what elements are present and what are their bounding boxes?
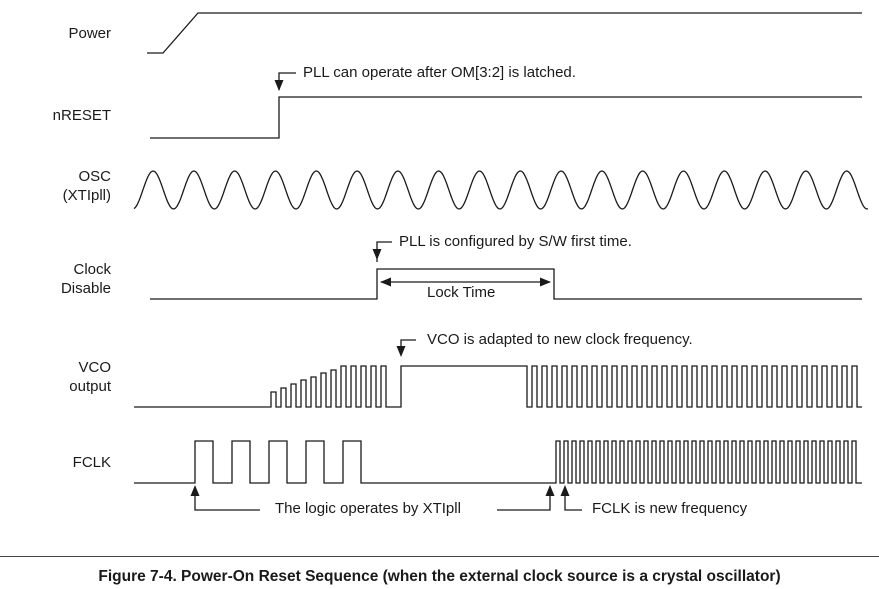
- label-vco-output: VCO output: [69, 358, 111, 396]
- label-vco-line2: output: [69, 378, 111, 395]
- pll-configured-arrow: [372, 249, 382, 260]
- power-waveform: [147, 12, 862, 54]
- lock-time-arrow-right: [540, 277, 551, 287]
- pll-latched-arrow: [274, 80, 284, 91]
- lock-time-arrow-left: [380, 277, 391, 287]
- fclk-new-arrow: [560, 485, 570, 496]
- label-vco-line1: VCO: [78, 359, 111, 376]
- label-power: Power: [68, 25, 111, 42]
- logic-xtipll-leader-right: [497, 492, 551, 511]
- vco-adapted-arrow: [396, 346, 406, 357]
- label-nreset: nRESET: [52, 107, 111, 124]
- caption-divider: [0, 556, 879, 557]
- fclk-new-leader: [564, 492, 582, 511]
- note-fclk-new: FCLK is new frequency: [592, 500, 748, 517]
- clock-disable-waveform: [150, 268, 862, 300]
- label-clock-disable: Clock Disable: [61, 260, 111, 298]
- note-lock-time: Lock Time: [427, 284, 496, 301]
- note-vco-adapted: VCO is adapted to new clock frequency.: [427, 331, 693, 348]
- label-osc-line1: OSC: [78, 168, 111, 185]
- note-pll-latched: PLL can operate after OM[3:2] is latched…: [303, 64, 576, 81]
- nreset-waveform: [150, 96, 862, 139]
- label-osc: OSC (XTIpll): [63, 167, 111, 205]
- timing-diagram: [133, 12, 869, 511]
- logic-xtipll-arrow-right: [545, 485, 555, 496]
- osc-waveform: [133, 170, 869, 210]
- label-clock-disable-line1: Clock: [73, 261, 111, 278]
- logic-xtipll-arrow-left: [190, 485, 200, 496]
- logic-xtipll-leader-left: [194, 492, 260, 511]
- label-osc-line2: (XTIpll): [62, 187, 111, 204]
- vco-waveform: [134, 365, 862, 408]
- label-fclk: FCLK: [72, 454, 111, 471]
- label-clock-disable-line2: Disable: [60, 280, 111, 297]
- note-logic-xtipll: The logic operates by XTIpll: [275, 500, 461, 517]
- figure-caption: Figure 7-4. Power-On Reset Sequence (whe…: [98, 568, 781, 585]
- note-pll-configured: PLL is configured by S/W first time.: [399, 233, 632, 250]
- fclk-waveform: [134, 440, 862, 484]
